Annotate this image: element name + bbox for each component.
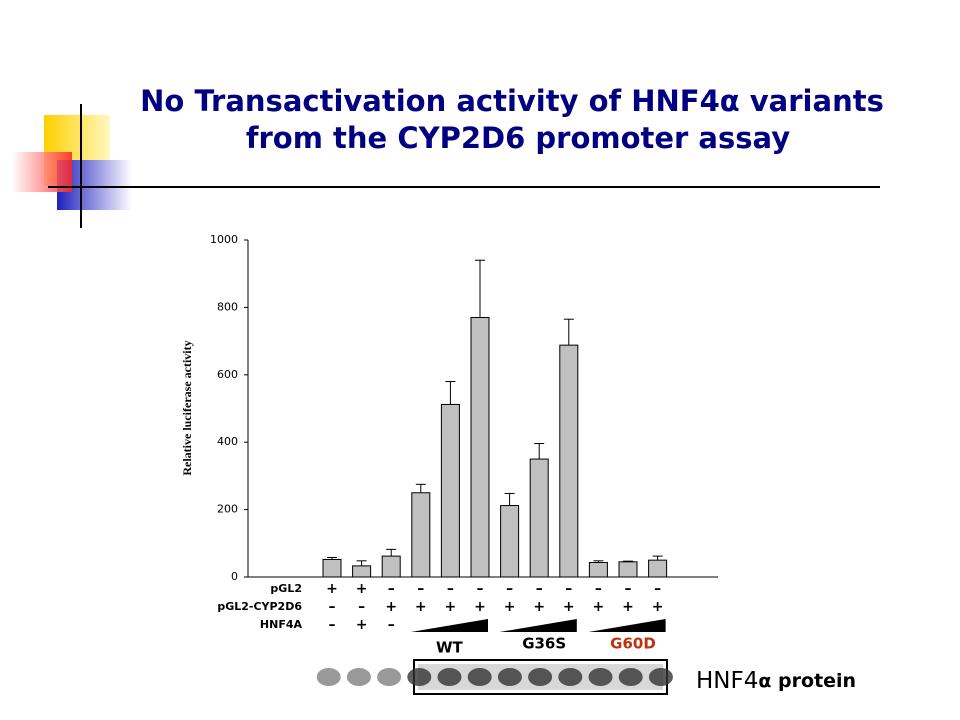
condition-sign: + [356,581,368,597]
blot-band [407,668,432,686]
condition-sign: + [533,599,545,615]
condition-sign: – [388,581,395,597]
y-tick-label: 400 [217,435,238,448]
condition-label: HNF4A [260,618,303,631]
condition-sign: + [356,617,368,633]
y-tick-label: 200 [217,503,238,516]
condition-sign: + [415,599,427,615]
title: from the CYP2D6 promoter assay [246,121,790,155]
condition-sign: – [625,581,632,597]
condition-sign: + [622,599,634,615]
condition-sign: – [329,599,336,615]
dose-triangle [588,619,666,632]
blot-band [558,668,583,686]
title: No Transactivation activity of HNF4α var… [140,84,884,118]
blot-band [497,668,522,686]
bar [500,505,520,578]
condition-sign: + [593,599,605,615]
condition-sign: – [477,581,484,597]
decoration [12,104,880,228]
condition-sign: – [358,599,365,615]
dose-triangle [410,619,488,632]
condition-sign: – [565,581,572,597]
blot-band [316,668,341,686]
condition-label: pGL2 [270,582,302,595]
bar [648,559,668,578]
condition-sign: – [506,581,513,597]
blot-band [346,668,371,686]
group-label: G60D [610,635,656,653]
blot-band [648,668,673,686]
group-label: G36S [522,635,566,653]
y-tick-label: 0 [231,570,238,583]
bar [352,565,372,578]
condition-sign: – [654,581,661,597]
blot-band [377,668,402,686]
bar [440,403,460,578]
blot-band [437,668,462,686]
condition-label: pGL2-CYP2D6 [217,600,302,613]
blot-band [588,668,613,686]
y-tick-label: 800 [217,300,238,313]
y-tick-label: 1000 [210,233,238,246]
y-axis-label: Relative luciferase activity [180,340,194,475]
bar [559,344,579,578]
condition-sign: + [563,599,575,615]
condition-sign: + [326,581,338,597]
condition-sign: – [417,581,424,597]
blot-band [528,668,553,686]
bar [618,561,638,578]
condition-sign: – [595,581,602,597]
dose-triangle [499,619,577,632]
condition-sign: + [474,599,486,615]
blot-band [467,668,492,686]
condition-sign: – [388,617,395,633]
y-tick-label: 600 [217,368,238,381]
condition-sign: + [652,599,664,615]
condition-sign: – [329,617,336,633]
bar [411,492,431,578]
blot-band [618,668,643,686]
group-label: WT [436,639,464,657]
condition-sign: – [447,581,454,597]
condition-sign: – [536,581,543,597]
bar [588,562,608,578]
bar [322,558,342,578]
condition-sign: + [504,599,516,615]
condition-sign: + [445,599,457,615]
bar [470,317,490,578]
condition-sign: + [385,599,397,615]
bar [529,458,549,578]
bar [381,555,401,578]
blot-label: HNF4α protein [696,668,856,694]
